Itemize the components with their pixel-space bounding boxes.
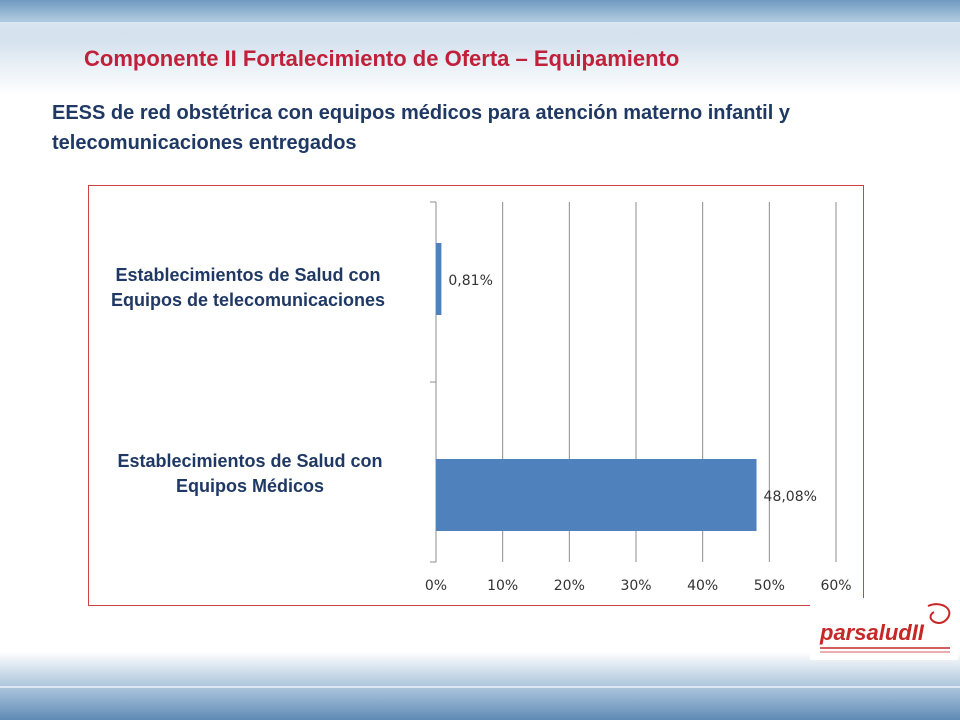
footer-background (0, 652, 960, 720)
data-label-0: 0,81% (448, 273, 492, 289)
logo-text: parsaludII (820, 620, 924, 645)
x-tick-label-10: 10% (487, 578, 518, 594)
bar-1 (436, 459, 757, 531)
bar-0 (436, 243, 442, 315)
bar-chart: 0,81% 48,08% 0% 10% 20% 30% 40% 50% 60% (425, 201, 852, 594)
x-tick-label-0: 0% (425, 578, 447, 594)
category-label-telecom: Establecimientos de Salud con Equipos de… (110, 265, 386, 310)
x-tick-label-60: 60% (820, 578, 851, 594)
header-background (0, 0, 960, 95)
x-tick-label-20: 20% (554, 578, 585, 594)
x-tick-label-50: 50% (754, 578, 785, 594)
chart-subtitle: EESS de red obstétrica con equipos médic… (52, 102, 790, 154)
x-tick-label-40: 40% (687, 578, 718, 594)
data-label-1: 48,08% (764, 489, 817, 505)
category-label-medical: Establecimientos de Salud con Equipos Mé… (117, 451, 383, 496)
logo-swirl-icon (820, 603, 951, 653)
parsalud-logo: parsaludII (810, 598, 958, 660)
chart-frame: 0,81% 48,08% 0% 10% 20% 30% 40% 50% 60% Establec… (88, 185, 864, 606)
x-tick-label-30: 30% (620, 578, 651, 594)
page-title: Componente II Fortalecimiento de Oferta … (84, 46, 680, 71)
